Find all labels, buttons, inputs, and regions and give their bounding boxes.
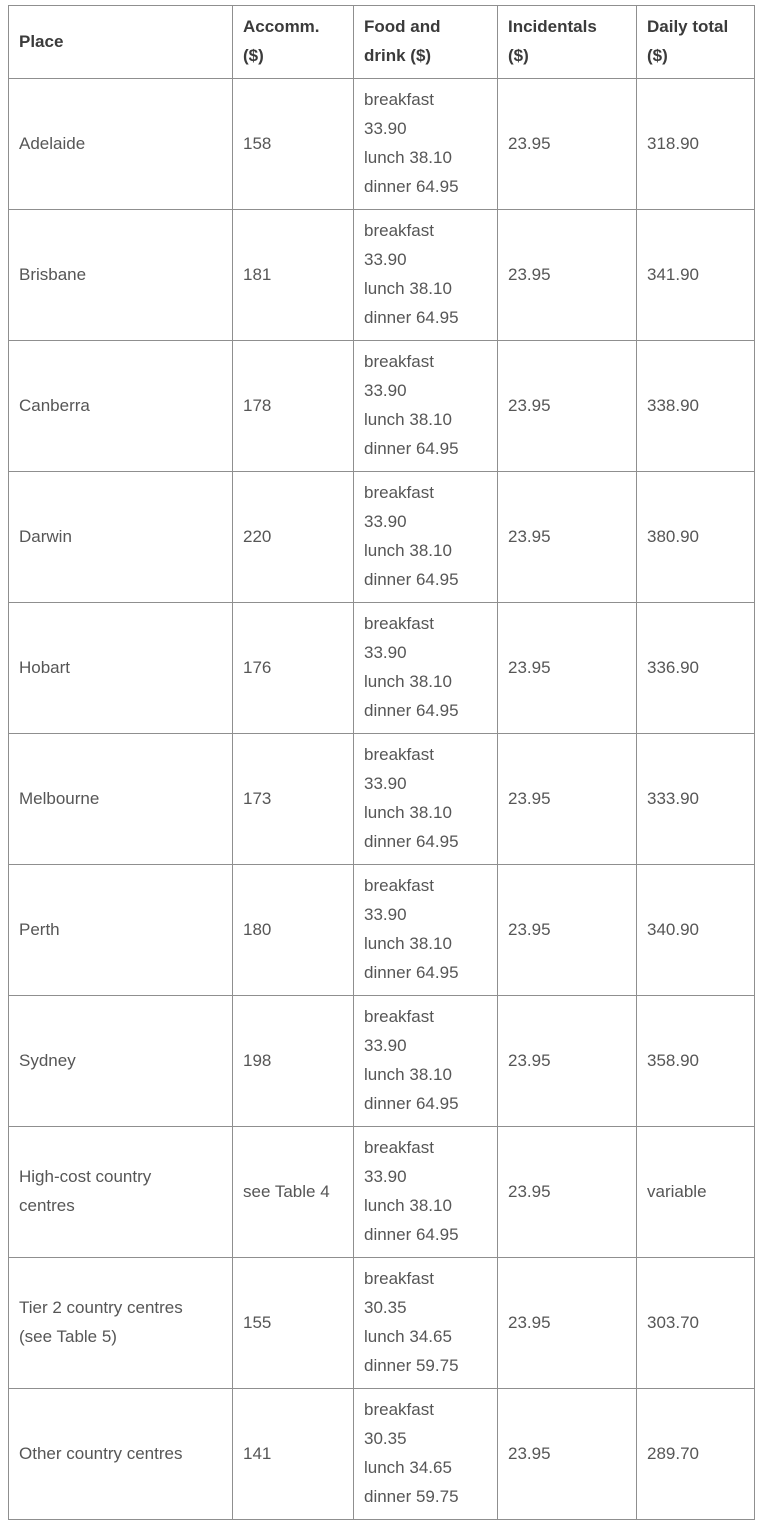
table-row: Canberra 178 breakfast 33.90 lunch 38.10 d… [8,340,755,472]
food-cell: breakfast 33.90 lunch 38.10 dinner 64.95 [353,733,498,865]
daily-total-cell: 380.90 [636,471,755,603]
table-row: Tier 2 country centres (see Table 5) 155 b… [8,1257,755,1389]
food-cell: breakfast 33.90 lunch 38.10 dinner 64.95 [353,471,498,603]
food-cell: breakfast 30.35 lunch 34.65 dinner 59.75 [353,1257,498,1389]
incidentals-cell: 23.95 [497,78,637,210]
column-header-daily-total: Daily total ($) [636,5,755,79]
column-header-food-and-drink: Food and drink ($) [353,5,498,79]
daily-total-cell: 338.90 [636,340,755,472]
column-header-incidentals: Incidentals ($) [497,5,637,79]
place-cell: Adelaide [8,78,233,210]
daily-total-cell: 333.90 [636,733,755,865]
incidentals-cell: 23.95 [497,471,637,603]
daily-total-cell: 303.70 [636,1257,755,1389]
table-row: Darwin 220 breakfast 33.90 lunch 38.10 din… [8,471,755,603]
place-cell: Canberra [8,340,233,472]
food-cell: breakfast 33.90 lunch 38.10 dinner 64.95 [353,340,498,472]
daily-total-cell: variable [636,1126,755,1258]
accomm-cell: 176 [232,602,354,734]
incidentals-cell: 23.95 [497,864,637,996]
table-row: Other country centres 141 breakfast 30.35 … [8,1388,755,1520]
food-cell: breakfast 30.35 lunch 34.65 dinner 59.75 [353,1388,498,1520]
incidentals-cell: 23.95 [497,340,637,472]
food-cell: breakfast 33.90 lunch 38.10 dinner 64.95 [353,209,498,341]
accomm-cell: 181 [232,209,354,341]
incidentals-cell: 23.95 [497,209,637,341]
daily-total-cell: 289.70 [636,1388,755,1520]
column-header-accomm: Accomm. ($) [232,5,354,79]
accomm-cell: see Table 4 [232,1126,354,1258]
place-cell: Tier 2 country centres (see Table 5) [8,1257,233,1389]
accomm-cell: 173 [232,733,354,865]
accomm-cell: 198 [232,995,354,1127]
incidentals-cell: 23.95 [497,1126,637,1258]
place-cell: Brisbane [8,209,233,341]
accomm-cell: 158 [232,78,354,210]
incidentals-cell: 23.95 [497,1257,637,1389]
incidentals-cell: 23.95 [497,602,637,734]
place-cell: Sydney [8,995,233,1127]
daily-total-cell: 340.90 [636,864,755,996]
table-body: Adelaide 158 breakfast 33.90 lunch 38.10 d… [8,78,755,1520]
accomm-cell: 220 [232,471,354,603]
place-cell: Hobart [8,602,233,734]
table-row: Hobart 176 breakfast 33.90 lunch 38.10 din… [8,602,755,734]
column-header-place: Place [8,5,233,79]
table-row: Sydney 198 breakfast 33.90 lunch 38.10 din… [8,995,755,1127]
accomm-cell: 178 [232,340,354,472]
incidentals-cell: 23.95 [497,1388,637,1520]
table-row: Adelaide 158 breakfast 33.90 lunch 38.10 d… [8,78,755,210]
food-cell: breakfast 33.90 lunch 38.10 dinner 64.95 [353,864,498,996]
incidentals-cell: 23.95 [497,733,637,865]
table-row: High-cost country centres see Table 4 brea… [8,1126,755,1258]
food-cell: breakfast 33.90 lunch 38.10 dinner 64.95 [353,602,498,734]
daily-total-cell: 358.90 [636,995,755,1127]
accomm-cell: 180 [232,864,354,996]
table-header: Place Accomm. ($) Food and drink ($) Inc… [8,5,755,79]
food-cell: breakfast 33.90 lunch 38.10 dinner 64.95 [353,78,498,210]
food-cell: breakfast 33.90 lunch 38.10 dinner 64.95 [353,995,498,1127]
place-cell: Melbourne [8,733,233,865]
food-cell: breakfast 33.90 lunch 38.10 dinner 64.95 [353,1126,498,1258]
place-cell: Perth [8,864,233,996]
travel-allowance-table: Place Accomm. ($) Food and drink ($) Inc… [8,5,755,1520]
place-cell: Darwin [8,471,233,603]
daily-total-cell: 341.90 [636,209,755,341]
accomm-cell: 155 [232,1257,354,1389]
place-cell: Other country centres [8,1388,233,1520]
table-row: Melbourne 173 breakfast 33.90 lunch 38.10 … [8,733,755,865]
header-row: Place Accomm. ($) Food and drink ($) Inc… [8,5,755,79]
daily-total-cell: 336.90 [636,602,755,734]
table-row: Perth 180 breakfast 33.90 lunch 38.10 dinn… [8,864,755,996]
table-row: Brisbane 181 breakfast 33.90 lunch 38.10 d… [8,209,755,341]
accomm-cell: 141 [232,1388,354,1520]
place-cell: High-cost country centres [8,1126,233,1258]
incidentals-cell: 23.95 [497,995,637,1127]
daily-total-cell: 318.90 [636,78,755,210]
